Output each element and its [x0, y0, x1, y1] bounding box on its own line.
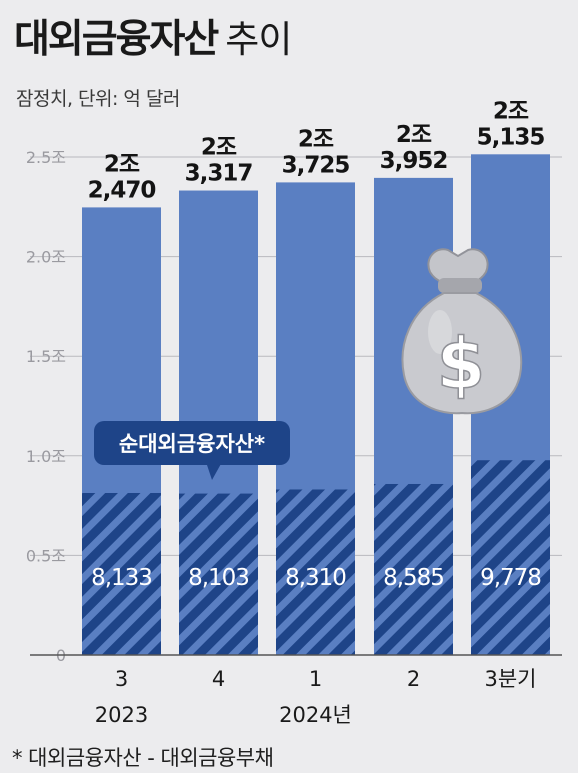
net-asset-bar [179, 493, 258, 655]
total-value-label-top: 2조 [298, 126, 334, 152]
svg-text:$: $ [437, 323, 486, 405]
total-value-label-bottom: 3,317 [185, 161, 253, 187]
net-value-label: 9,778 [480, 565, 541, 591]
net-value-label: 8,585 [383, 565, 444, 591]
money-bag-icon: $ [401, 248, 523, 415]
net-asset-callout: 순대외금융자산* [94, 421, 290, 480]
net-asset-bar [82, 492, 161, 655]
y-tick-label: 2.5조 [26, 148, 66, 167]
callout-label: 순대외금융자산* [119, 432, 265, 456]
y-tick-label: 2.0조 [26, 248, 66, 267]
x-tick-label: 1 [309, 667, 322, 691]
year-label: 2023 [95, 703, 148, 727]
total-value-label-bottom: 3,725 [282, 152, 350, 178]
x-tick-label: 4 [212, 667, 225, 691]
y-tick-label: 1.0조 [26, 447, 66, 466]
total-value-label-top: 2조 [104, 151, 140, 177]
chart-title: 대외금융자산 추이 [14, 8, 292, 64]
x-tick-label: 3 [115, 667, 128, 691]
net-asset-bar [471, 460, 550, 655]
chart-subtitle: 잠정치, 단위: 억 달러 [16, 88, 180, 110]
total-value-label-bottom: 5,135 [477, 124, 545, 150]
year-label: 2024년 [279, 703, 352, 727]
total-value-label-top: 2조 [493, 98, 529, 124]
x-tick-label: 2 [407, 667, 420, 691]
x-axis: 3 4 1 2 3분기 2023 2024년 [30, 654, 562, 727]
total-value-label-top: 2조 [396, 122, 432, 148]
net-asset-bar [276, 489, 355, 655]
title-main: 대외금융자산 [14, 17, 219, 62]
x-tick-label: 3분기 [484, 667, 536, 691]
callout-pointer [206, 462, 222, 480]
title-suffix: 추이 [225, 18, 292, 61]
footnote: * 대외금융자산 - 대외금융부채 [12, 746, 274, 770]
total-value-label-top: 2조 [201, 135, 237, 161]
net-value-label: 8,310 [285, 565, 346, 591]
y-tick-label: 0.5조 [26, 546, 66, 565]
net-asset-bar [374, 483, 453, 655]
total-value-label-bottom: 2,470 [88, 177, 156, 203]
total-value-label-bottom: 3,952 [380, 148, 448, 174]
net-value-label: 8,103 [188, 565, 249, 591]
net-value-label: 8,133 [91, 565, 152, 591]
callout-box [94, 421, 290, 465]
y-tick-label: 1.5조 [26, 347, 66, 366]
